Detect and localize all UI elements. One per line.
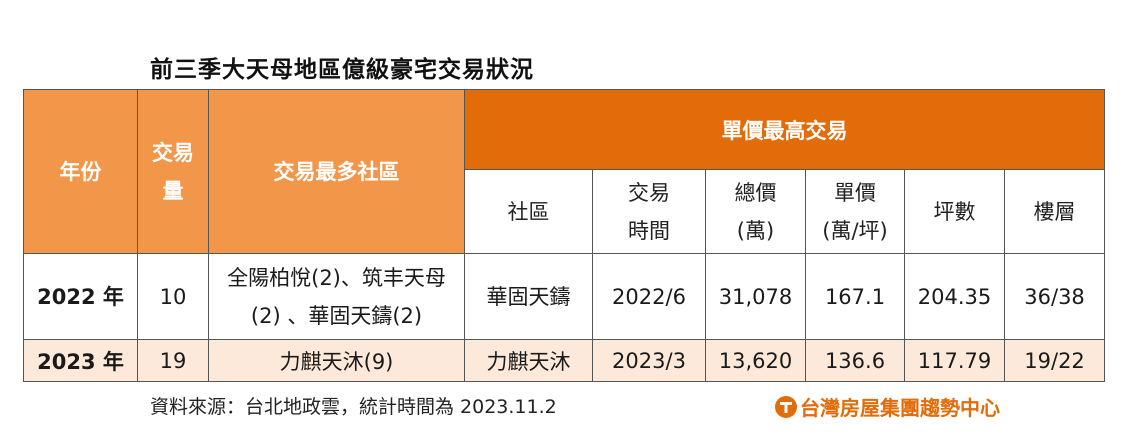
cell-year: 2022 年 <box>23 253 138 340</box>
subheader-date-line2: 時間 <box>628 218 670 243</box>
subheader-unit-line1: 單價 <box>834 180 876 205</box>
cell-top-community-line1: 全陽柏悅(2)、筑丰天母 <box>227 265 446 290</box>
col-header-count: 交易 量 <box>137 89 209 254</box>
subheader-total-line1: 總價 <box>734 180 777 205</box>
brand: 台灣房屋集團趨勢中心 <box>775 392 1000 421</box>
col-header-count-line1: 交易 <box>152 140 194 165</box>
cell-unit: 167.1 <box>805 253 905 340</box>
source-note: 資料來源：台北地政雲，統計時間為 2023.11.2 <box>150 396 557 418</box>
cell-year: 2023 年 <box>23 339 138 382</box>
subheader-total-line2: (萬) <box>736 218 775 243</box>
brand-name: 台灣房屋集團趨勢中心 <box>800 396 1000 420</box>
subheader-floor: 樓層 <box>1003 169 1106 254</box>
cell-area: 117.79 <box>904 339 1005 382</box>
cell-date: 2023/3 <box>592 339 706 382</box>
page-title: 前三季大天母地區億級豪宅交易狀況 <box>150 57 534 83</box>
subheader-date-line1: 交易 <box>628 180 670 205</box>
col-header-year: 年份 <box>23 89 138 254</box>
transaction-table: 年份 交易 量 交易最多社區 單價最高交易 社區 交易 時間 總價 (萬) 單價… <box>23 89 1106 382</box>
subheader-unit-line2: (萬/坪) <box>822 218 888 243</box>
cell-date: 2022/6 <box>592 253 706 340</box>
table-row: 2022 年 10 全陽柏悅(2)、筑丰天母 (2) 、華固天鑄(2) 華固天鑄… <box>23 253 1106 340</box>
subheader-unit: 單價 (萬/坪) <box>805 169 905 254</box>
table-row: 2023 年 19 力麒天沐(9) 力麒天沐 2023/3 13,620 136… <box>23 339 1106 382</box>
cell-community: 力麒天沐 <box>464 339 593 382</box>
subheader-date: 交易 時間 <box>592 169 706 254</box>
cell-top-community: 全陽柏悅(2)、筑丰天母 (2) 、華固天鑄(2) <box>208 253 465 340</box>
cell-count: 19 <box>137 339 209 382</box>
cell-top-community-line2: (2) 、華固天鑄(2) <box>250 303 423 328</box>
cell-top-community: 力麒天沐(9) <box>208 339 465 382</box>
cell-floor: 36/38 <box>1003 253 1106 340</box>
cell-community: 華固天鑄 <box>464 253 593 340</box>
subheader-community: 社區 <box>464 169 593 254</box>
cell-area: 204.35 <box>904 253 1005 340</box>
cell-floor: 19/22 <box>1003 339 1106 382</box>
cell-count: 10 <box>137 253 209 340</box>
cell-unit: 136.6 <box>805 339 905 382</box>
col-header-top-community: 交易最多社區 <box>208 89 465 254</box>
col-header-count-line2: 量 <box>162 178 184 203</box>
cell-total: 31,078 <box>705 253 806 340</box>
col-header-group: 單價最高交易 <box>463 89 1106 170</box>
cell-total: 13,620 <box>705 339 806 382</box>
subheader-area: 坪數 <box>904 169 1005 254</box>
subheader-total: 總價 (萬) <box>705 169 806 254</box>
tw-housing-logo-icon <box>775 395 797 418</box>
